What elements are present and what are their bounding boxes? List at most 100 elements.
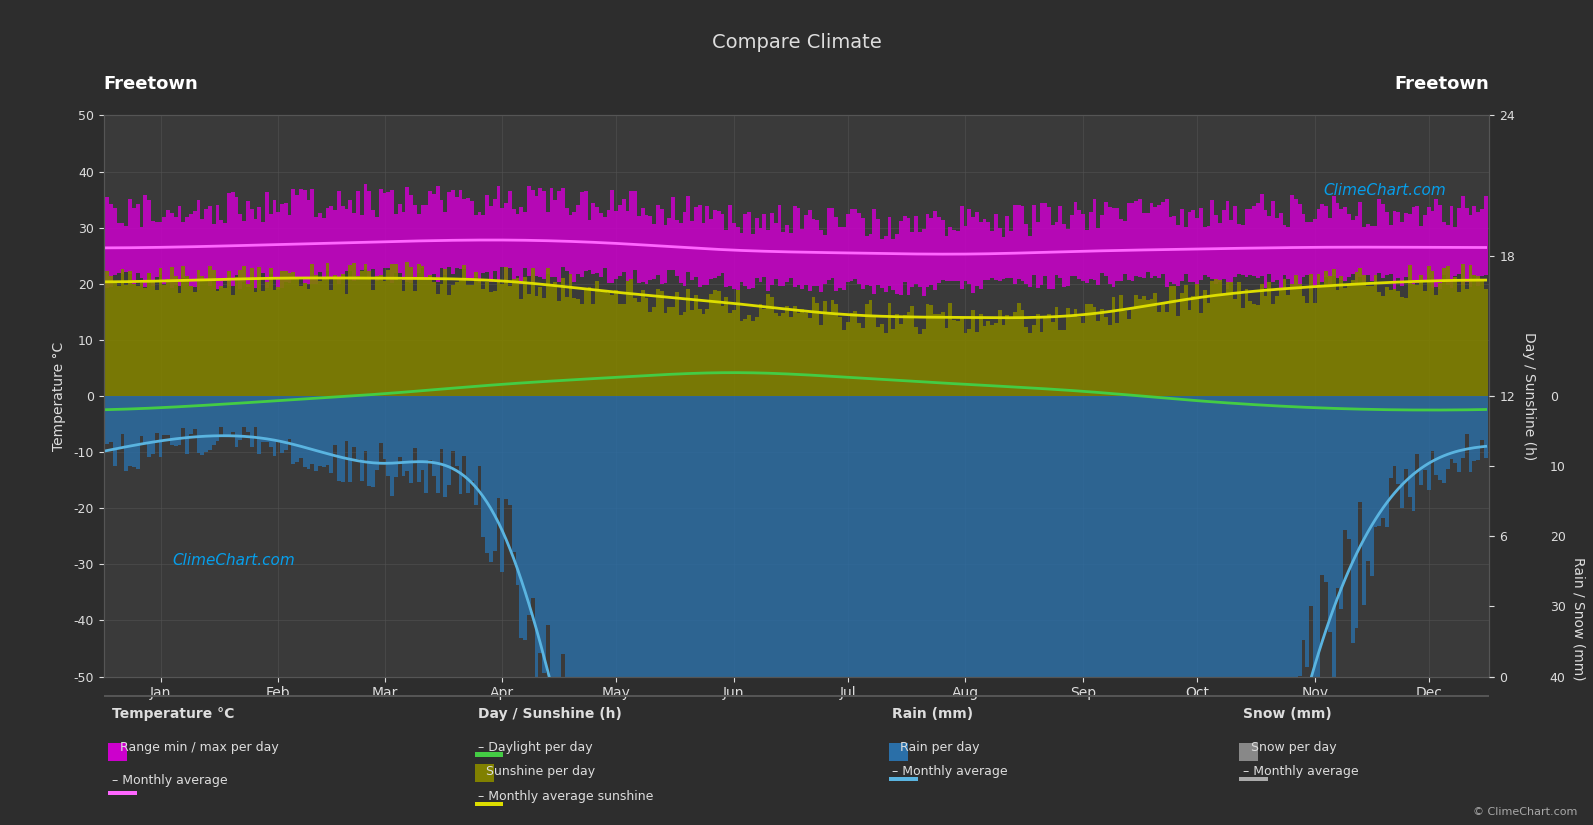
Text: Freetown: Freetown (104, 75, 198, 93)
Bar (1180, 293, 1184, 396)
Bar (185, 396, 190, 455)
Bar (948, 396, 953, 825)
Bar (1131, 307, 1134, 396)
Bar (914, 215, 918, 284)
Bar (1255, 396, 1260, 825)
Bar (1035, 314, 1040, 396)
Bar (1074, 309, 1077, 396)
Bar (1466, 396, 1469, 435)
Bar (174, 218, 177, 285)
Bar (1040, 332, 1043, 396)
Bar (640, 290, 645, 396)
Bar (264, 396, 269, 442)
Bar (906, 218, 911, 295)
Bar (838, 317, 843, 396)
Bar (314, 217, 319, 284)
Bar (368, 271, 371, 396)
Bar (511, 279, 516, 396)
Bar (303, 396, 307, 467)
Bar (945, 396, 948, 825)
Bar (1126, 319, 1131, 396)
Bar (755, 396, 758, 825)
Bar (1298, 204, 1301, 286)
Bar (868, 299, 873, 396)
Bar (454, 197, 459, 267)
Bar (1411, 396, 1416, 512)
Bar (1354, 271, 1359, 396)
Bar (827, 396, 830, 825)
Bar (808, 396, 812, 825)
Bar (1157, 312, 1161, 396)
Bar (314, 276, 319, 396)
Bar (1139, 396, 1142, 825)
Bar (527, 186, 530, 276)
Bar (417, 214, 421, 273)
Bar (717, 290, 720, 396)
Bar (424, 396, 429, 493)
Bar (838, 228, 843, 289)
Bar (374, 276, 379, 396)
Bar (177, 294, 182, 396)
Bar (1450, 396, 1453, 459)
Bar (116, 396, 121, 447)
Bar (675, 396, 679, 825)
Bar (307, 396, 311, 469)
Bar (159, 222, 162, 275)
Bar (440, 285, 443, 396)
Bar (1169, 217, 1172, 282)
Bar (1051, 323, 1055, 396)
Bar (1271, 200, 1274, 281)
Bar (116, 286, 121, 396)
Bar (344, 295, 349, 396)
Bar (706, 309, 709, 396)
Bar (596, 396, 599, 825)
Bar (1090, 396, 1093, 825)
Bar (1200, 208, 1203, 280)
Bar (242, 221, 245, 282)
Bar (838, 396, 843, 825)
Bar (1294, 200, 1298, 287)
Bar (374, 216, 379, 281)
Bar (295, 276, 299, 396)
Bar (231, 192, 234, 286)
Bar (401, 396, 405, 476)
Bar (1032, 205, 1035, 276)
Bar (1150, 299, 1153, 396)
Bar (511, 396, 516, 552)
Bar (1480, 396, 1483, 441)
Bar (486, 281, 489, 396)
Bar (933, 396, 937, 825)
Bar (1348, 285, 1351, 396)
Bar (261, 291, 264, 396)
Bar (933, 211, 937, 290)
Bar (363, 184, 368, 269)
Bar (884, 236, 887, 292)
Bar (945, 328, 948, 396)
Bar (1298, 284, 1301, 396)
Bar (656, 205, 660, 276)
Bar (1188, 212, 1192, 281)
Bar (884, 396, 887, 825)
Bar (1200, 396, 1203, 825)
Bar (110, 204, 113, 287)
Bar (865, 396, 868, 825)
Bar (1104, 202, 1107, 276)
Bar (473, 271, 478, 396)
Bar (1354, 396, 1359, 628)
Bar (607, 396, 610, 825)
Bar (196, 270, 201, 396)
Bar (1469, 214, 1472, 287)
Bar (530, 268, 535, 396)
Bar (747, 315, 750, 396)
Bar (1082, 396, 1085, 825)
Bar (1400, 297, 1403, 396)
Bar (994, 323, 997, 396)
Bar (223, 288, 226, 396)
Bar (489, 292, 492, 396)
Bar (473, 396, 478, 505)
Bar (333, 210, 338, 277)
Y-axis label: Day / Sunshine (h): Day / Sunshine (h) (1521, 332, 1536, 460)
Bar (1359, 267, 1362, 396)
Bar (1244, 396, 1249, 825)
Bar (1008, 396, 1013, 825)
